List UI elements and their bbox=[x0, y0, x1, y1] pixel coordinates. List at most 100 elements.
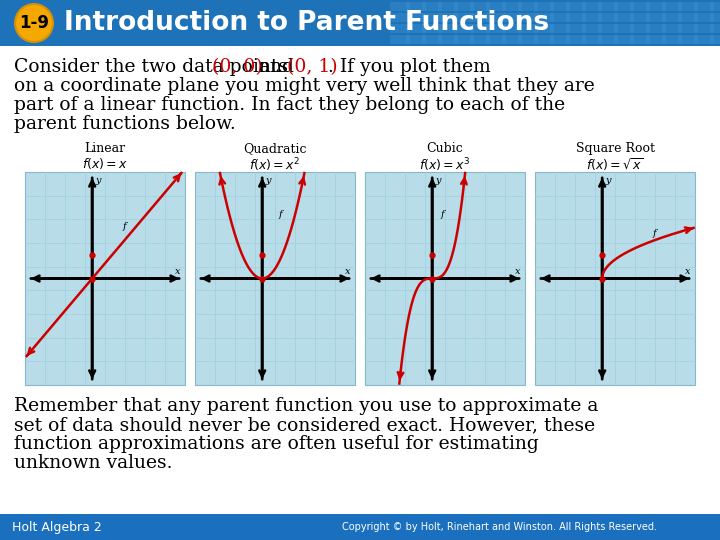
Text: Introduction to Parent Functions: Introduction to Parent Functions bbox=[64, 10, 549, 36]
FancyBboxPatch shape bbox=[406, 13, 426, 22]
FancyBboxPatch shape bbox=[646, 13, 666, 22]
FancyBboxPatch shape bbox=[550, 35, 570, 44]
FancyBboxPatch shape bbox=[614, 24, 634, 33]
FancyBboxPatch shape bbox=[438, 13, 458, 22]
Text: on a coordinate plane you might very well think that they are: on a coordinate plane you might very wel… bbox=[14, 77, 595, 95]
FancyBboxPatch shape bbox=[438, 24, 458, 33]
FancyBboxPatch shape bbox=[502, 13, 522, 22]
FancyBboxPatch shape bbox=[630, 24, 650, 33]
FancyBboxPatch shape bbox=[486, 35, 506, 44]
Text: $f(x) = x$: $f(x) = x$ bbox=[82, 156, 128, 171]
Text: f: f bbox=[652, 230, 656, 238]
FancyBboxPatch shape bbox=[678, 2, 698, 11]
FancyBboxPatch shape bbox=[646, 35, 666, 44]
FancyBboxPatch shape bbox=[598, 13, 618, 22]
Text: x: x bbox=[515, 267, 520, 275]
FancyBboxPatch shape bbox=[678, 24, 698, 33]
FancyBboxPatch shape bbox=[502, 24, 522, 33]
FancyBboxPatch shape bbox=[550, 2, 570, 11]
FancyBboxPatch shape bbox=[694, 35, 714, 44]
Text: unknown values.: unknown values. bbox=[14, 454, 173, 472]
Text: y: y bbox=[606, 176, 611, 185]
Text: y: y bbox=[95, 176, 101, 185]
Text: Copyright © by Holt, Rinehart and Winston. All Rights Reserved.: Copyright © by Holt, Rinehart and Winsto… bbox=[343, 522, 657, 532]
FancyBboxPatch shape bbox=[470, 2, 490, 11]
FancyBboxPatch shape bbox=[694, 24, 714, 33]
FancyBboxPatch shape bbox=[598, 2, 618, 11]
FancyBboxPatch shape bbox=[470, 35, 490, 44]
FancyBboxPatch shape bbox=[438, 35, 458, 44]
Text: Square Root: Square Root bbox=[575, 142, 654, 155]
FancyBboxPatch shape bbox=[694, 2, 714, 11]
Text: . If you plot them: . If you plot them bbox=[328, 58, 490, 76]
FancyBboxPatch shape bbox=[582, 24, 602, 33]
FancyBboxPatch shape bbox=[518, 2, 538, 11]
FancyBboxPatch shape bbox=[614, 13, 634, 22]
FancyBboxPatch shape bbox=[630, 13, 650, 22]
FancyBboxPatch shape bbox=[390, 24, 410, 33]
Text: x: x bbox=[174, 267, 180, 275]
FancyBboxPatch shape bbox=[630, 2, 650, 11]
FancyBboxPatch shape bbox=[422, 24, 442, 33]
Text: f: f bbox=[278, 211, 282, 219]
FancyBboxPatch shape bbox=[486, 13, 506, 22]
FancyBboxPatch shape bbox=[470, 24, 490, 33]
Text: f: f bbox=[122, 222, 126, 231]
Text: f: f bbox=[440, 211, 444, 219]
FancyBboxPatch shape bbox=[470, 13, 490, 22]
FancyBboxPatch shape bbox=[598, 35, 618, 44]
Circle shape bbox=[15, 4, 53, 42]
FancyBboxPatch shape bbox=[582, 35, 602, 44]
FancyBboxPatch shape bbox=[502, 35, 522, 44]
FancyBboxPatch shape bbox=[422, 2, 442, 11]
FancyBboxPatch shape bbox=[646, 2, 666, 11]
Text: x: x bbox=[685, 267, 690, 275]
Text: Quadratic: Quadratic bbox=[243, 142, 307, 155]
FancyBboxPatch shape bbox=[566, 2, 586, 11]
FancyBboxPatch shape bbox=[422, 13, 442, 22]
FancyBboxPatch shape bbox=[486, 24, 506, 33]
FancyBboxPatch shape bbox=[486, 2, 506, 11]
Text: y: y bbox=[435, 176, 441, 185]
FancyBboxPatch shape bbox=[662, 35, 682, 44]
Text: function approximations are often useful for estimating: function approximations are often useful… bbox=[14, 435, 539, 453]
FancyBboxPatch shape bbox=[710, 24, 720, 33]
Text: $f(x) = \sqrt{x}$: $f(x) = \sqrt{x}$ bbox=[586, 156, 644, 173]
FancyBboxPatch shape bbox=[25, 172, 185, 385]
FancyBboxPatch shape bbox=[662, 13, 682, 22]
FancyBboxPatch shape bbox=[550, 13, 570, 22]
FancyBboxPatch shape bbox=[566, 24, 586, 33]
FancyBboxPatch shape bbox=[438, 2, 458, 11]
FancyBboxPatch shape bbox=[365, 172, 525, 385]
FancyBboxPatch shape bbox=[454, 2, 474, 11]
FancyBboxPatch shape bbox=[454, 35, 474, 44]
Text: Cubic: Cubic bbox=[427, 142, 464, 155]
Text: Consider the two data points: Consider the two data points bbox=[14, 58, 294, 76]
Text: and: and bbox=[253, 58, 300, 76]
FancyBboxPatch shape bbox=[0, 46, 720, 514]
FancyBboxPatch shape bbox=[454, 24, 474, 33]
Text: (0, 0): (0, 0) bbox=[212, 58, 263, 76]
FancyBboxPatch shape bbox=[678, 13, 698, 22]
FancyBboxPatch shape bbox=[710, 2, 720, 11]
FancyBboxPatch shape bbox=[662, 2, 682, 11]
Text: $f(x) = x^3$: $f(x) = x^3$ bbox=[419, 156, 471, 173]
FancyBboxPatch shape bbox=[0, 514, 720, 540]
FancyBboxPatch shape bbox=[614, 2, 634, 11]
FancyBboxPatch shape bbox=[195, 172, 355, 385]
FancyBboxPatch shape bbox=[518, 24, 538, 33]
Text: set of data should never be considered exact. However, these: set of data should never be considered e… bbox=[14, 416, 595, 434]
FancyBboxPatch shape bbox=[566, 13, 586, 22]
FancyBboxPatch shape bbox=[0, 0, 720, 46]
FancyBboxPatch shape bbox=[535, 172, 695, 385]
FancyBboxPatch shape bbox=[518, 35, 538, 44]
FancyBboxPatch shape bbox=[406, 24, 426, 33]
FancyBboxPatch shape bbox=[534, 35, 554, 44]
Text: Holt Algebra 2: Holt Algebra 2 bbox=[12, 521, 102, 534]
FancyBboxPatch shape bbox=[534, 2, 554, 11]
FancyBboxPatch shape bbox=[646, 24, 666, 33]
Text: part of a linear function. In fact they belong to each of the: part of a linear function. In fact they … bbox=[14, 96, 565, 114]
FancyBboxPatch shape bbox=[598, 24, 618, 33]
Text: parent functions below.: parent functions below. bbox=[14, 115, 235, 133]
Text: $f(x) = x^2$: $f(x) = x^2$ bbox=[249, 156, 301, 173]
